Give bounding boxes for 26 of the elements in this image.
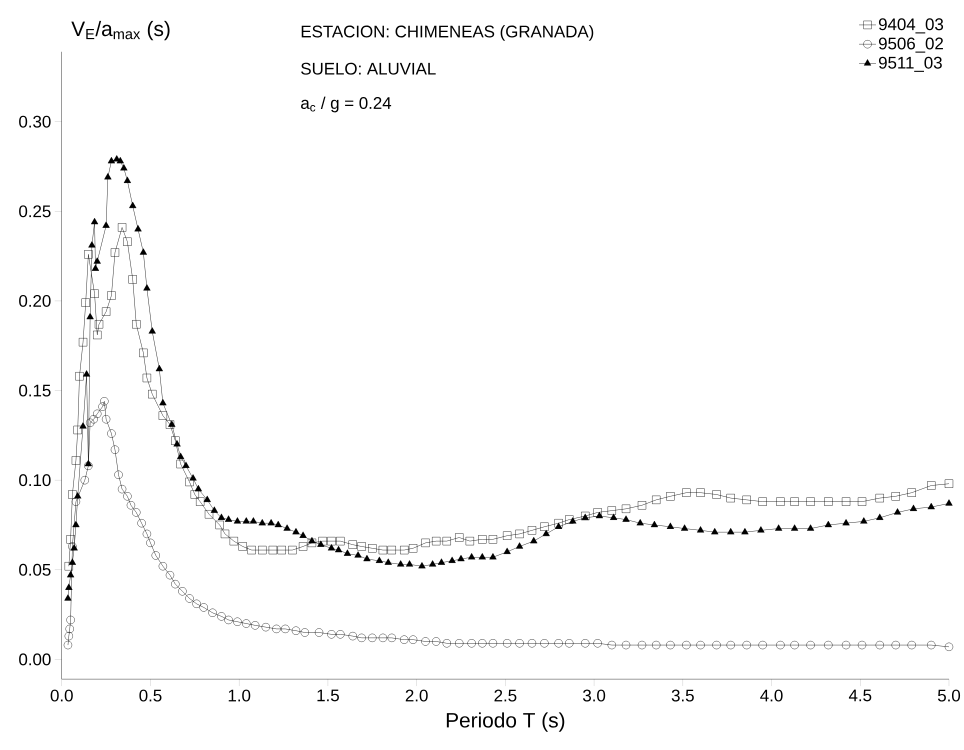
x-tick-label: 4.0 xyxy=(760,690,783,702)
legend-label: 9511_03 xyxy=(878,56,942,72)
x-tick-label: 5.0 xyxy=(938,690,960,702)
x-tick-label: 4.5 xyxy=(848,690,872,702)
annotation: a$_{c}$ / g = 0.24 xyxy=(301,96,392,112)
y-tick-label: 0.10 xyxy=(19,474,51,486)
text: ESTACION: CHIMENEAS (GRANADA) xyxy=(302,25,594,41)
x-tick-label: 1.5 xyxy=(317,690,339,702)
y-axis-title: V$_{E}$/a$_{max}$ (s) xyxy=(71,20,170,40)
x-tick-label: 3.0 xyxy=(583,690,606,702)
x-tick-label: 0.5 xyxy=(139,690,162,702)
y-tick-label: 0.20 xyxy=(19,295,51,307)
x-tick-label: 3.5 xyxy=(672,690,694,702)
legend-label: 9404_03 xyxy=(878,18,944,34)
y-tick-label: 0.15 xyxy=(19,384,51,397)
y-tick-label: 0.00 xyxy=(19,654,51,666)
y-tick-label: 0.30 xyxy=(19,116,51,128)
x-tick-label: 2.0 xyxy=(406,690,428,702)
legend-label: 9506_02 xyxy=(878,38,943,53)
x-axis-title: Periodo T (s) xyxy=(446,712,564,732)
x-tick-label: 1.0 xyxy=(228,690,250,702)
x-tick-label: 0.0 xyxy=(50,690,73,702)
y-tick-label: 0.25 xyxy=(19,205,51,218)
annotation: SUELO: ALUVIAL xyxy=(301,62,436,75)
y-tick-label: 0.05 xyxy=(19,564,51,576)
x-tick-label: 2.5 xyxy=(494,690,516,702)
